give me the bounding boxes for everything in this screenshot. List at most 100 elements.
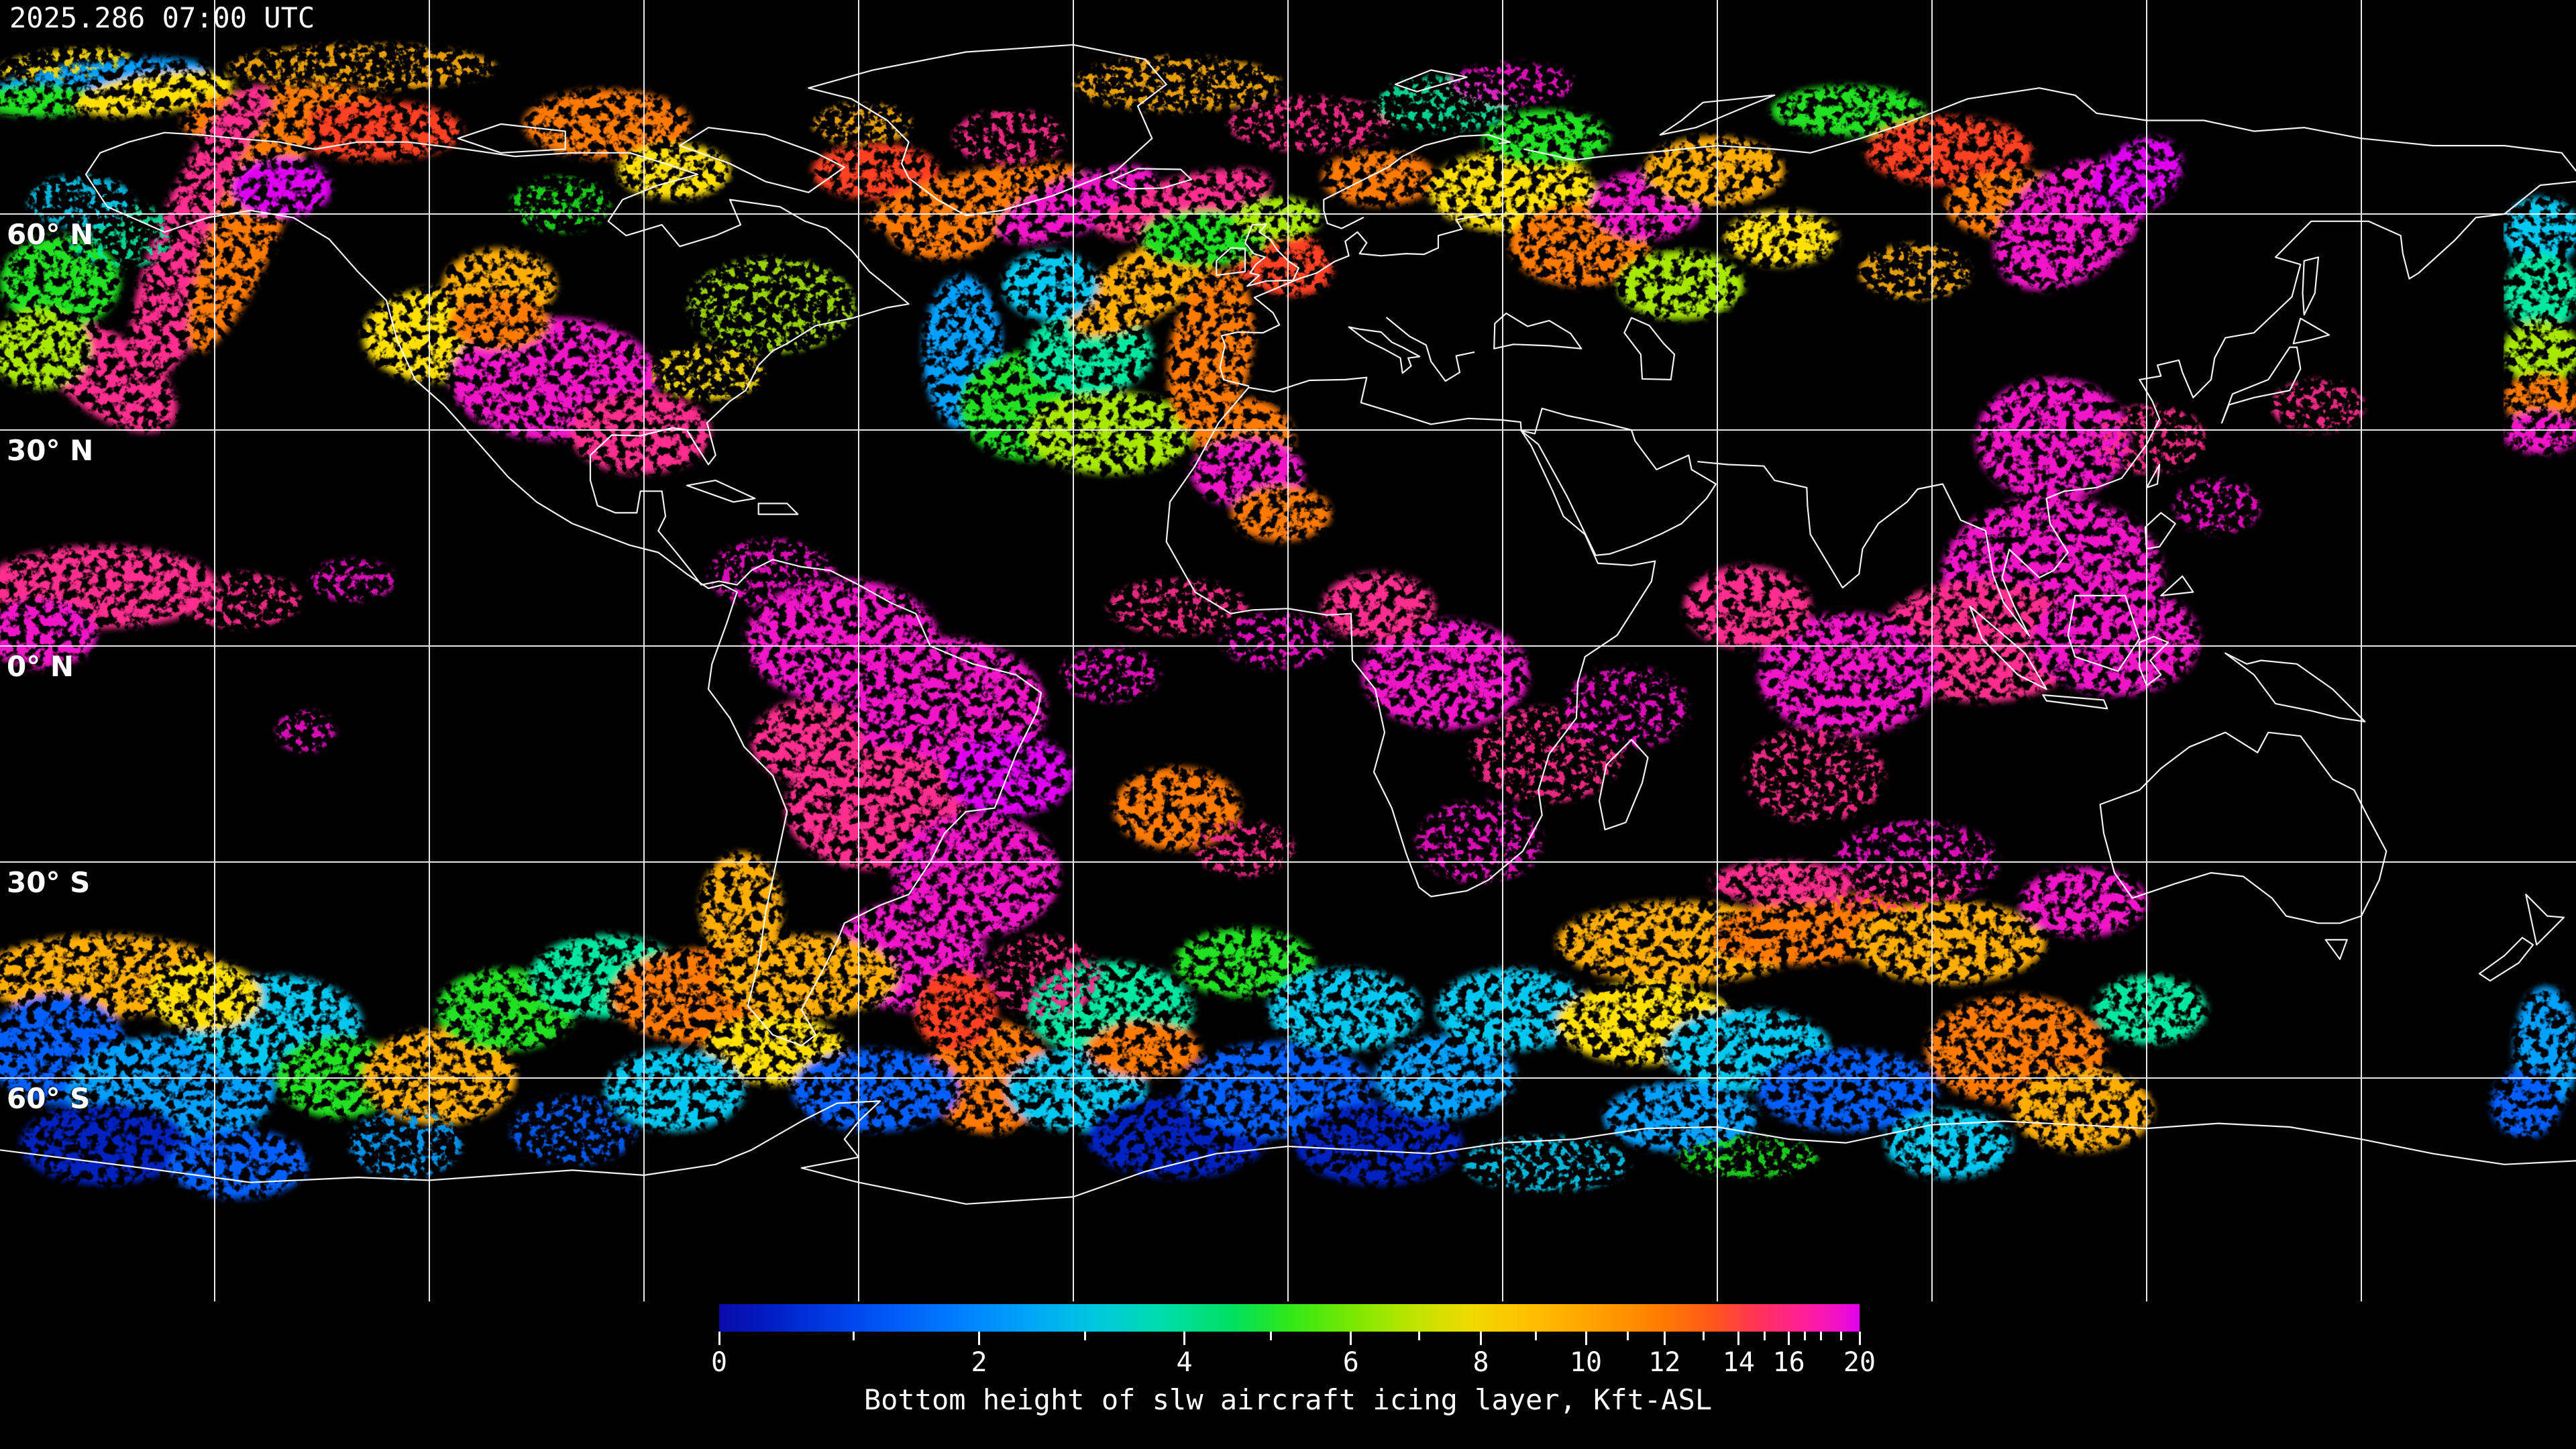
cloud-blob: [1194, 820, 1295, 877]
cloud-blob: [74, 70, 234, 117]
cloud-blob: [718, 934, 899, 1018]
cloud-blob: [2019, 867, 2147, 937]
colorbar-tick: [1819, 1332, 1822, 1340]
cloud-blob: [812, 143, 939, 199]
cloud-blob: [2491, 1069, 2561, 1138]
coastline: [679, 127, 845, 193]
colorbar-tick: [1840, 1332, 1843, 1340]
colorbar-tick-label: 2: [971, 1347, 987, 1378]
coastline: [757, 502, 799, 515]
cloud-blob: [1096, 168, 1272, 241]
cloud-blob: [708, 539, 835, 608]
cloud-blob: [1677, 1136, 1818, 1179]
cloud-blob: [751, 700, 865, 783]
cloud-blob: [2012, 1069, 2153, 1152]
cloud-blob: [1436, 968, 1590, 1051]
cloud-blob: [2174, 478, 2261, 535]
colorbar-tick: [1585, 1332, 1587, 1345]
cloud-blob: [168, 1129, 309, 1199]
colorbar-tick: [978, 1332, 981, 1345]
cloud-blob: [1026, 391, 1194, 474]
graticule: [0, 0, 2576, 1301]
cloud-blob: [617, 143, 731, 199]
colorbar-tick-label: 8: [1472, 1347, 1489, 1378]
cloud-blob: [1644, 136, 1784, 206]
cloud-blob: [1449, 62, 1576, 105]
colorbar-tick: [1702, 1332, 1705, 1340]
cloud-blob: [1858, 244, 1972, 300]
colorbar-tick: [1350, 1332, 1352, 1345]
coastline: [2302, 256, 2320, 316]
cloud-blob: [1865, 116, 2033, 186]
coastline: [1348, 326, 1421, 374]
cloud-blob: [1231, 485, 1332, 541]
cloud-blob: [309, 559, 396, 602]
cloud-blob: [1228, 96, 1395, 152]
coastline: [1394, 69, 1468, 93]
coastline: [0, 1100, 2576, 1205]
coastline: [1520, 407, 1717, 556]
cloud-blob: [986, 934, 1100, 1018]
colorbar-tick-label: 16: [1772, 1347, 1805, 1378]
cloud-blob: [1744, 727, 1885, 823]
cloud-blob: [1167, 269, 1254, 435]
cloud-blob: [953, 109, 1067, 166]
colorbar-tick: [1663, 1332, 1666, 1345]
cloud-blob: [1684, 566, 1811, 649]
coastline: [2224, 652, 2366, 722]
cloud-blob: [2504, 253, 2576, 331]
coastline: [2139, 635, 2169, 687]
cloud-blob: [1724, 210, 1838, 266]
cloud-blob: [2504, 374, 2576, 425]
coastline: [1659, 94, 1776, 136]
colorbar-tick: [718, 1332, 720, 1345]
cloud-blob: [510, 176, 610, 233]
cloud-blob: [228, 44, 496, 91]
coastline: [2099, 731, 2387, 924]
colorbar-tick-label: 20: [1843, 1347, 1876, 1378]
cloud-blob: [1322, 150, 1436, 206]
cloud-blob: [1483, 109, 1610, 166]
colorbar-tick-label: 4: [1176, 1347, 1193, 1378]
coastline: [686, 479, 756, 503]
coastline: [85, 131, 1042, 1046]
colorbar-gradient: [719, 1304, 1860, 1332]
coastline: [1969, 605, 2047, 690]
coastline: [2220, 346, 2302, 424]
coastlines: [0, 44, 2576, 1205]
cloud-blob: [997, 165, 1157, 244]
cloud-blob: [1758, 612, 1939, 736]
colorbar-tick: [1803, 1332, 1806, 1340]
coastline: [2145, 464, 2161, 489]
timestamp-label: 2025.286 07:00 UTC: [9, 1, 315, 34]
latitude-label: 60° S: [7, 1082, 91, 1115]
cloud-blob: [570, 391, 711, 474]
coastline: [1598, 739, 1649, 830]
coastline: [1216, 247, 1246, 276]
colorbar-tick: [1183, 1332, 1186, 1345]
colorbar-tick-label: 10: [1569, 1347, 1603, 1378]
cloud-blob: [2504, 320, 2576, 384]
colorbar-tick: [1858, 1332, 1861, 1345]
cloud-blob: [349, 1109, 463, 1179]
colorbar: 0 2 4 6 8 10 12 14 16 20: [711, 1304, 1876, 1376]
cloud-layer-dense: [0, 57, 2576, 1199]
cloud-blob: [1268, 968, 1422, 1051]
colorbar-tick: [1084, 1332, 1087, 1340]
coastline: [1523, 87, 2576, 172]
colorbar-tick: [1788, 1332, 1790, 1345]
cloud-blob: [1295, 1102, 1462, 1185]
colorbar-tick-label: 6: [1342, 1347, 1359, 1378]
coastline: [1244, 223, 1300, 287]
cloud-blob: [128, 85, 274, 385]
cloud-blob: [2271, 379, 2365, 433]
cloud-blob: [20, 1102, 188, 1185]
cloud-layer-swath-edge: [2504, 197, 2576, 454]
cloud-blob: [2093, 975, 2207, 1044]
coastline: [2042, 694, 2108, 710]
colorbar-tick: [1627, 1332, 1629, 1340]
coastline: [2324, 938, 2348, 961]
coastline: [1323, 133, 1511, 229]
cloud-blob: [1107, 579, 1248, 635]
